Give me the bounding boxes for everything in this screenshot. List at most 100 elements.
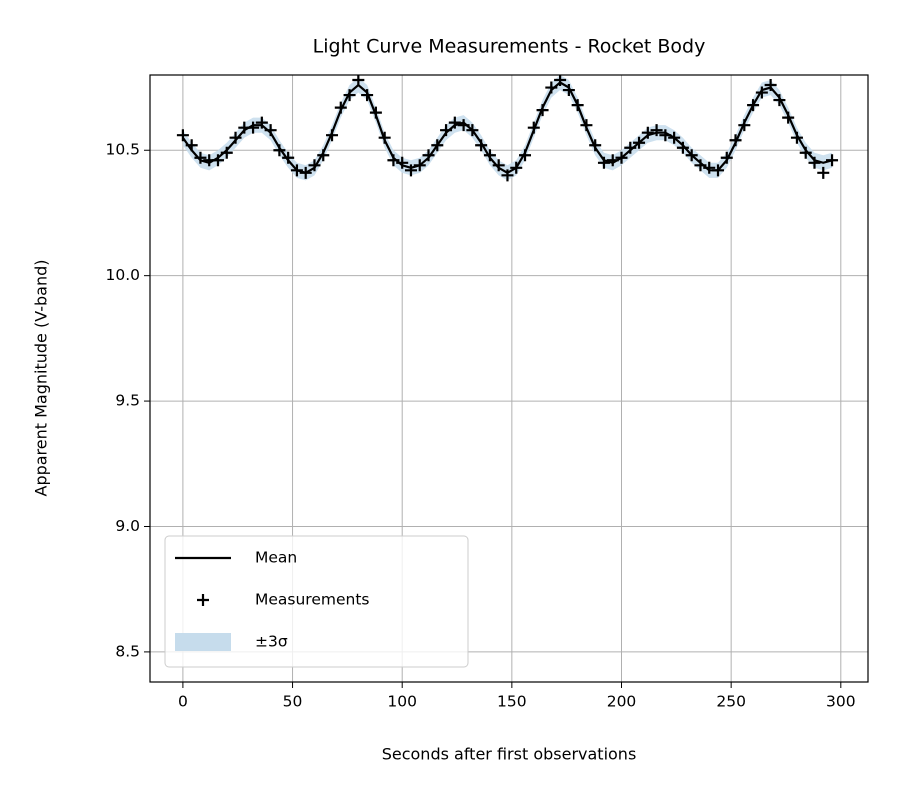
legend-label: ±3σ xyxy=(255,633,288,651)
measurement-marker xyxy=(562,84,575,97)
measurement-marker xyxy=(624,141,637,154)
measurement-marker xyxy=(536,104,549,117)
measurement-marker xyxy=(799,146,812,159)
measurement-marker xyxy=(440,124,453,137)
measurement-marker xyxy=(475,139,488,152)
measurement-marker xyxy=(782,111,795,124)
plot-area xyxy=(176,75,839,182)
measurement-marker xyxy=(343,89,356,102)
measurement-marker xyxy=(176,129,189,142)
measurement-marker xyxy=(501,169,514,182)
measurement-marker xyxy=(545,81,558,94)
measurement-marker xyxy=(764,79,777,92)
measurement-marker xyxy=(808,156,821,169)
legend-label: Mean xyxy=(255,549,297,567)
measurement-marker xyxy=(790,131,803,144)
measurement-marker xyxy=(650,124,663,137)
measurement-marker xyxy=(571,99,584,112)
legend-patch xyxy=(175,633,231,651)
x-axis-label: Seconds after first observations xyxy=(382,745,637,764)
measurement-marker xyxy=(317,149,330,162)
x-tick-label: 150 xyxy=(497,693,527,711)
y-tick-label: 10.0 xyxy=(105,266,140,284)
legend-label: Measurements xyxy=(255,591,370,609)
measurement-marker xyxy=(615,151,628,164)
measurement-marker xyxy=(676,141,689,154)
measurement-marker xyxy=(641,126,654,139)
measurement-marker xyxy=(378,131,391,144)
measurement-marker xyxy=(211,154,224,167)
measurement-marker xyxy=(633,136,646,149)
x-tick-label: 250 xyxy=(716,693,746,711)
measurement-marker xyxy=(282,151,295,164)
measurement-marker xyxy=(519,149,532,162)
measurement-marker xyxy=(352,75,365,87)
chart-title: Light Curve Measurements - Rocket Body xyxy=(313,36,706,58)
measurement-marker xyxy=(220,146,233,159)
measurement-marker xyxy=(264,124,277,137)
y-tick-label: 9.0 xyxy=(115,517,140,535)
measurement-marker xyxy=(685,149,698,162)
mean-line xyxy=(181,81,833,175)
grid xyxy=(150,75,868,682)
sigma-band xyxy=(182,75,833,181)
measurement-marker xyxy=(747,99,760,112)
measurement-marker xyxy=(334,101,347,114)
measurement-marker xyxy=(492,159,505,172)
measurement-marker xyxy=(185,139,198,152)
y-tick-label: 10.5 xyxy=(105,141,140,159)
measurement-marker xyxy=(597,156,610,169)
measurement-marker xyxy=(738,119,751,132)
legend-marker xyxy=(197,594,209,606)
measurement-marker xyxy=(720,151,733,164)
measurement-marker xyxy=(431,139,444,152)
measurement-marker xyxy=(510,161,523,174)
measurement-marker xyxy=(229,131,242,144)
y-axis-label: Apparent Magnitude (V-band) xyxy=(32,259,51,496)
measurement-marker xyxy=(554,75,567,87)
measurement-marker xyxy=(299,166,312,179)
y-tick-label: 9.5 xyxy=(115,392,140,410)
measurement-marker xyxy=(773,94,786,107)
measurement-marker xyxy=(527,121,540,134)
x-tick-label: 300 xyxy=(826,693,856,711)
measurement-marker xyxy=(711,164,724,177)
measurement-marker xyxy=(413,159,426,172)
x-tick-label: 0 xyxy=(178,693,188,711)
measurement-marker xyxy=(457,119,470,132)
measurement-marker xyxy=(247,121,260,134)
measurement-marker xyxy=(369,106,382,119)
measurement-marker xyxy=(273,144,286,157)
measurement-marker xyxy=(703,161,716,174)
measurement-marker xyxy=(422,149,435,162)
measurement-marker xyxy=(589,139,602,152)
measurement-marker xyxy=(396,156,409,169)
measurement-marker xyxy=(387,154,400,167)
measurement-marker xyxy=(580,119,593,132)
measurement-marker xyxy=(729,134,742,147)
measurement-marker xyxy=(290,164,303,177)
measurement-marker xyxy=(483,149,496,162)
measurement-marker xyxy=(194,151,207,164)
measurement-marker xyxy=(826,154,839,167)
measurement-marker xyxy=(448,116,461,129)
measurement-marker xyxy=(255,116,268,129)
x-tick-label: 50 xyxy=(283,693,303,711)
legend: Mean Measurements ±3σ xyxy=(164,535,469,668)
x-tick-label: 100 xyxy=(387,693,417,711)
y-tick-label: 8.5 xyxy=(115,642,140,660)
measurement-marker xyxy=(326,129,339,142)
measurement-marker xyxy=(694,159,707,172)
measurement-marker xyxy=(606,154,619,167)
legend-box xyxy=(164,535,469,668)
plot-frame xyxy=(149,74,869,683)
x-tick-label: 200 xyxy=(607,693,637,711)
measurement-marker xyxy=(308,159,321,172)
measurement-marker xyxy=(817,166,830,179)
measurement-marker xyxy=(404,164,417,177)
measurement-marker xyxy=(668,131,681,144)
measurement-marker xyxy=(755,86,768,99)
measurement-marker xyxy=(466,124,479,137)
measurement-marker xyxy=(361,89,374,102)
